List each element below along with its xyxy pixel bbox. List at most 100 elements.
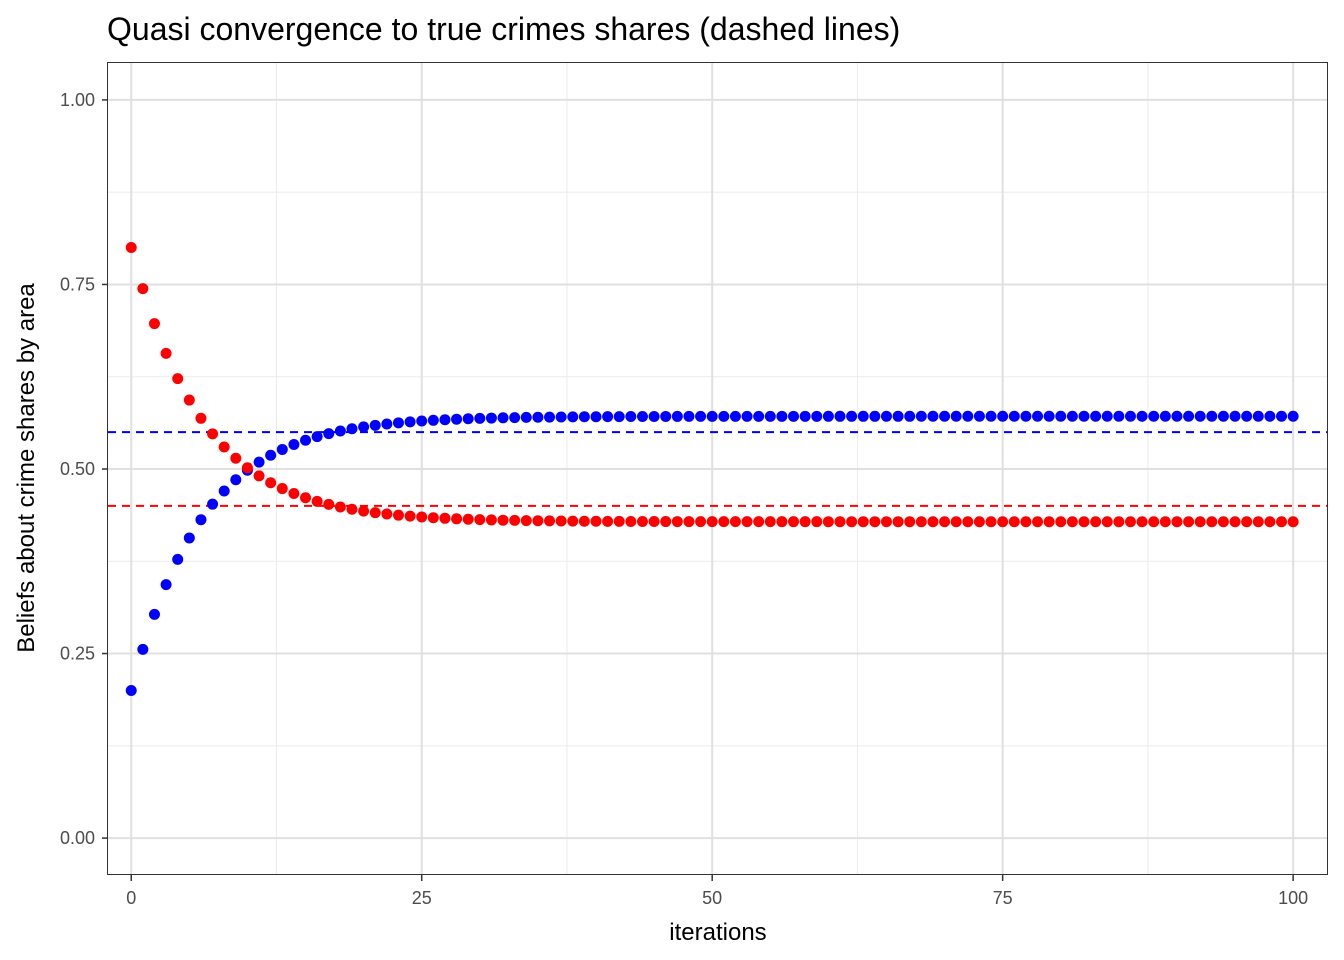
data-point (648, 516, 660, 528)
data-point (1276, 516, 1288, 528)
data-point (544, 411, 556, 423)
data-point (625, 411, 637, 423)
data-point (695, 410, 707, 422)
data-point (567, 515, 579, 527)
data-point (869, 516, 881, 528)
data-point (416, 511, 428, 523)
data-point (346, 503, 358, 515)
data-points (125, 242, 1299, 696)
data-point (1066, 410, 1078, 422)
data-point (822, 516, 834, 528)
data-point (1113, 410, 1125, 422)
data-point (509, 514, 521, 526)
data-point (602, 411, 614, 423)
data-point (741, 410, 753, 422)
data-point (1055, 516, 1067, 528)
data-point (985, 516, 997, 528)
data-point (939, 516, 951, 528)
data-point (590, 515, 602, 527)
data-point (451, 413, 463, 425)
data-point (462, 513, 474, 525)
data-point (799, 410, 811, 422)
data-point (869, 410, 881, 422)
data-point (520, 411, 532, 423)
x-tick-label: 0 (126, 888, 136, 908)
data-point (1194, 516, 1206, 528)
data-point (497, 514, 509, 526)
data-point (137, 643, 149, 655)
data-point (834, 410, 846, 422)
data-point (613, 515, 625, 527)
data-point (706, 410, 718, 422)
data-point (207, 428, 219, 440)
data-point (1124, 410, 1136, 422)
data-point (195, 514, 207, 526)
data-point (811, 516, 823, 528)
data-point (346, 423, 358, 435)
data-point (1008, 516, 1020, 528)
data-point (172, 373, 184, 385)
data-point (764, 410, 776, 422)
data-point (1171, 410, 1183, 422)
data-point (997, 516, 1009, 528)
data-point (602, 515, 614, 527)
data-point (485, 514, 497, 526)
data-point (776, 516, 788, 528)
data-point (1043, 410, 1055, 422)
data-point (753, 410, 765, 422)
data-point (369, 507, 381, 519)
data-point (683, 410, 695, 422)
grid (108, 63, 1328, 875)
data-point (741, 516, 753, 528)
data-point (323, 498, 335, 510)
data-point (1287, 516, 1299, 528)
data-point (1043, 516, 1055, 528)
data-point (857, 516, 869, 528)
data-point (1159, 516, 1171, 528)
data-point (776, 410, 788, 422)
data-point (544, 515, 556, 527)
data-point (172, 553, 184, 565)
data-point (311, 431, 323, 443)
data-point (334, 425, 346, 437)
data-point (427, 414, 439, 426)
data-point (1241, 410, 1253, 422)
reference-lines (108, 431, 1328, 507)
data-point (276, 483, 288, 495)
data-point (1217, 410, 1229, 422)
data-point (183, 394, 195, 406)
data-point (985, 410, 997, 422)
data-point (718, 410, 730, 422)
data-point (1241, 516, 1253, 528)
data-point (497, 412, 509, 424)
data-point (148, 318, 160, 330)
data-point (915, 516, 927, 528)
data-point (1090, 516, 1102, 528)
x-tick-label: 75 (993, 888, 1013, 908)
data-point (1229, 410, 1241, 422)
data-point (509, 412, 521, 424)
x-tick-label: 50 (702, 888, 722, 908)
data-point (555, 411, 567, 423)
data-point (706, 516, 718, 528)
data-point (660, 516, 672, 528)
data-point (1101, 516, 1113, 528)
data-point (962, 516, 974, 528)
data-point (265, 477, 277, 489)
data-point (1066, 516, 1078, 528)
data-point (358, 505, 370, 517)
data-point (1171, 516, 1183, 528)
data-point (1124, 516, 1136, 528)
data-point (1206, 516, 1218, 528)
data-point (416, 415, 428, 427)
data-point (880, 410, 892, 422)
data-point (695, 516, 707, 528)
data-point (660, 410, 672, 422)
y-axis-label: Beliefs about crime shares by area (13, 283, 40, 653)
data-point (392, 417, 404, 429)
data-point (1032, 516, 1044, 528)
data-point (857, 410, 869, 422)
data-point (822, 410, 834, 422)
data-point (148, 608, 160, 620)
